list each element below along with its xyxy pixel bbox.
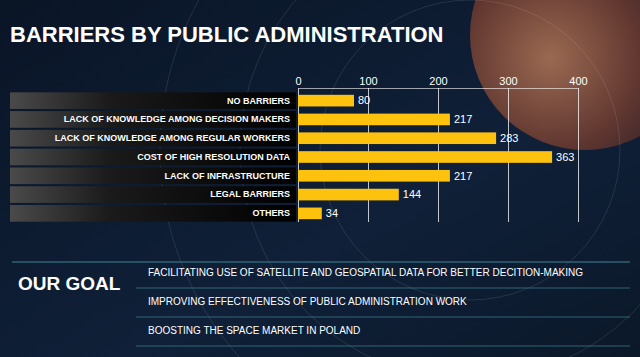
separator-line — [12, 262, 630, 263]
data-label: 34 — [326, 207, 338, 219]
bar — [298, 151, 552, 163]
tick-label: 300 — [499, 75, 517, 87]
category-label: NO BARRIERS — [227, 96, 290, 106]
bar — [298, 114, 450, 126]
chart-svg: BARRIERS BY PUBLIC ADMINISTRATION 0 100 200… — [0, 0, 640, 357]
tick-label: 400 — [569, 75, 587, 87]
item-separator — [136, 288, 630, 289]
value-axis: 0 100 200 300 400 — [295, 75, 587, 222]
tick: 400 — [569, 75, 587, 222]
tick: LACK OF KNOWLEDGE AMONG REGULAR WORKERS — [55, 133, 290, 143]
data-label: 363 — [556, 151, 574, 163]
label-box — [10, 149, 296, 166]
chart-title: BARRIERS BY PUBLIC ADMINISTRATION — [10, 22, 444, 47]
category-label: LACK OF KNOWLEDGE AMONG DECISION MAKERS — [64, 114, 290, 124]
label-box — [10, 167, 296, 184]
bar — [298, 132, 496, 144]
goal-item: IMPROVING EFFECTIVENESS OF PUBLIC ADMINI… — [148, 296, 467, 307]
tick: LACK OF KNOWLEDGE AMONG DECISION MAKERS — [64, 114, 290, 124]
data-label: 217 — [454, 170, 472, 182]
grid-line — [578, 88, 579, 222]
chart-container: BARRIERS BY PUBLIC ADMINISTRATION 0 100 200… — [0, 0, 640, 357]
item-separator — [136, 317, 630, 318]
tick-label: 100 — [359, 75, 377, 87]
data-labels: 80 217 283 363 217 144 34 — [326, 94, 575, 219]
tick: 200 — [429, 75, 447, 222]
item-separator — [136, 346, 630, 347]
data-label: 144 — [403, 188, 421, 200]
bar — [298, 95, 354, 107]
category-axis: NO BARRIERS LACK OF KNOWLEDGE AMONG DECIS… — [55, 96, 291, 219]
goal-title: OUR GOAL — [18, 273, 121, 294]
label-box — [10, 92, 296, 109]
tick: LACK OF INFRASTRUCTURE — [165, 171, 291, 181]
tick-label: 200 — [429, 75, 447, 87]
data-label: 80 — [358, 94, 370, 106]
goal-section: OUR GOAL FACILITATING USE OF SATELLITE AN… — [12, 262, 630, 346]
tick: 300 — [499, 75, 517, 222]
label-box — [10, 130, 296, 147]
bars — [298, 95, 552, 219]
tick: NO BARRIERS — [227, 96, 290, 106]
data-label: 217 — [454, 113, 472, 125]
category-label: LACK OF KNOWLEDGE AMONG REGULAR WORKERS — [55, 133, 290, 143]
category-label: COST OF HIGH RESOLUTION DATA — [137, 152, 290, 162]
planet — [470, 0, 640, 150]
bar — [298, 208, 322, 220]
tick: OTHERS — [252, 208, 290, 218]
label-box — [10, 186, 296, 203]
bar — [298, 189, 399, 201]
tick: LEGAL BARRIERS — [210, 189, 290, 199]
bar — [298, 170, 450, 182]
category-label: OTHERS — [252, 208, 290, 218]
goal-item: FACILITATING USE OF SATELLITE AND GEOSPA… — [148, 267, 583, 278]
data-label: 283 — [500, 132, 518, 144]
tick-label: 0 — [295, 75, 301, 87]
category-label: LEGAL BARRIERS — [210, 189, 290, 199]
label-box — [10, 111, 296, 128]
tick: COST OF HIGH RESOLUTION DATA — [137, 152, 290, 162]
label-box — [10, 205, 296, 222]
category-label: LACK OF INFRASTRUCTURE — [165, 171, 291, 181]
goal-item: BOOSTING THE SPACE MARKET IN POLAND — [148, 325, 360, 336]
